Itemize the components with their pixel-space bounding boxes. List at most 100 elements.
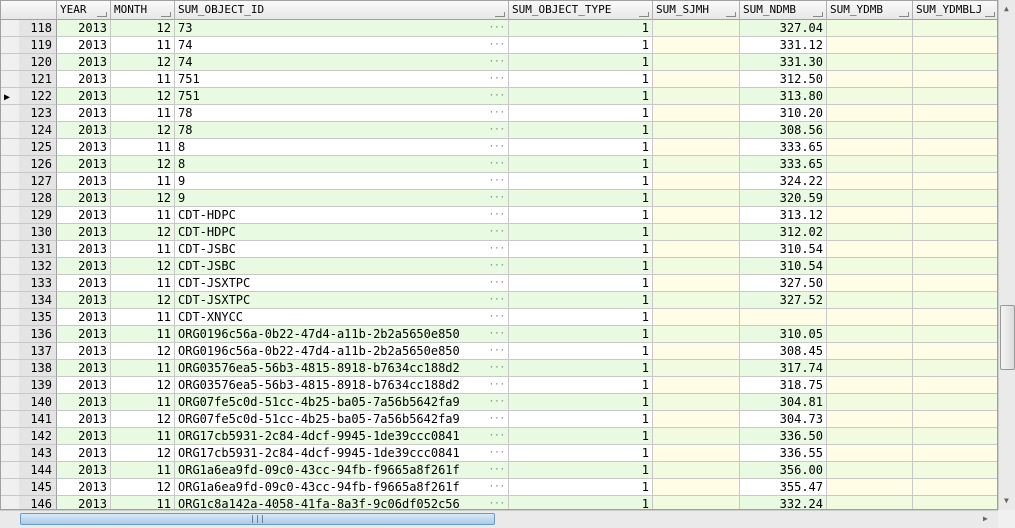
table-row[interactable]: 127 2013 11 9 ··· 1 324.22 — [1, 173, 997, 190]
cell-sum-ydmb[interactable] — [827, 88, 913, 105]
row-number[interactable]: 133 — [19, 275, 57, 292]
cell-sum-ydmblj[interactable] — [913, 309, 997, 326]
row-number[interactable]: 143 — [19, 445, 57, 462]
cell-month[interactable]: 12 — [111, 479, 175, 496]
cell-sum-ydmblj[interactable] — [913, 105, 997, 122]
cell-sum-sjmh[interactable] — [653, 156, 740, 173]
cell-sum-object-type[interactable]: 1 — [509, 241, 653, 258]
cell-month[interactable]: 11 — [111, 207, 175, 224]
cell-sum-ydmb[interactable] — [827, 326, 913, 343]
cell-sum-ydmb[interactable] — [827, 156, 913, 173]
table-row[interactable]: 128 2013 12 9 ··· 1 320.59 — [1, 190, 997, 207]
cell-year[interactable]: 2013 — [57, 173, 111, 190]
cell-sum-object-id[interactable]: ORG03576ea5-56b3-4815-8918-b7634cc188d2 ·… — [175, 377, 509, 394]
cell-month[interactable]: 11 — [111, 71, 175, 88]
ellipsis-icon[interactable]: ··· — [488, 278, 505, 288]
cell-sum-object-type[interactable]: 1 — [509, 496, 653, 509]
cell-sum-ydmb[interactable] — [827, 411, 913, 428]
row-number[interactable]: 126 — [19, 156, 57, 173]
cell-sum-object-id[interactable]: 751 ··· — [175, 88, 509, 105]
cell-sum-ydmb[interactable] — [827, 309, 913, 326]
column-header[interactable]: SUM_OBJECT_ID — [175, 1, 509, 20]
cell-sum-object-id[interactable]: ORG0196c56a-0b22-47d4-a11b-2b2a5650e850 ·… — [175, 343, 509, 360]
ellipsis-icon[interactable]: ··· — [488, 23, 505, 33]
arrow-right-icon[interactable]: ▶ — [983, 514, 988, 523]
cell-sum-ndmb[interactable]: 327.50 — [740, 275, 827, 292]
cell-sum-sjmh[interactable] — [653, 326, 740, 343]
cell-sum-ydmblj[interactable] — [913, 326, 997, 343]
cell-sum-object-type[interactable]: 1 — [509, 173, 653, 190]
row-number[interactable]: 128 — [19, 190, 57, 207]
cell-month[interactable]: 11 — [111, 394, 175, 411]
cell-year[interactable]: 2013 — [57, 190, 111, 207]
cell-sum-sjmh[interactable] — [653, 428, 740, 445]
ellipsis-icon[interactable]: ··· — [488, 74, 505, 84]
ellipsis-icon[interactable]: ··· — [488, 380, 505, 390]
row-number[interactable]: 132 — [19, 258, 57, 275]
cell-sum-ydmb[interactable] — [827, 394, 913, 411]
cell-sum-ydmb[interactable] — [827, 190, 913, 207]
table-row[interactable]: 120 2013 12 74 ··· 1 331.30 — [1, 54, 997, 71]
row-number[interactable]: 129 — [19, 207, 57, 224]
cell-year[interactable]: 2013 — [57, 88, 111, 105]
table-row[interactable]: 130 2013 12 CDT-HDPC ··· 1 312.02 — [1, 224, 997, 241]
row-number[interactable]: 131 — [19, 241, 57, 258]
cell-sum-object-id[interactable]: ORG1c8a142a-4058-41fa-8a3f-9c06df052c56 ·… — [175, 496, 509, 509]
cell-sum-ydmblj[interactable] — [913, 462, 997, 479]
cell-sum-object-id[interactable]: 78 ··· — [175, 122, 509, 139]
cell-sum-ydmb[interactable] — [827, 275, 913, 292]
ellipsis-icon[interactable]: ··· — [488, 244, 505, 254]
cell-month[interactable]: 12 — [111, 258, 175, 275]
cell-sum-ndmb[interactable]: 312.50 — [740, 71, 827, 88]
cell-year[interactable]: 2013 — [57, 71, 111, 88]
cell-sum-sjmh[interactable] — [653, 139, 740, 156]
column-header[interactable]: SUM_NDMB — [740, 1, 827, 20]
cell-year[interactable]: 2013 — [57, 428, 111, 445]
cell-sum-object-type[interactable]: 1 — [509, 292, 653, 309]
row-number[interactable]: 142 — [19, 428, 57, 445]
ellipsis-icon[interactable]: ··· — [488, 57, 505, 67]
cell-sum-ydmblj[interactable] — [913, 360, 997, 377]
cell-month[interactable]: 11 — [111, 428, 175, 445]
cell-sum-object-id[interactable]: CDT-JSBC ··· — [175, 241, 509, 258]
row-number[interactable]: 137 — [19, 343, 57, 360]
cell-sum-sjmh[interactable] — [653, 20, 740, 37]
cell-sum-ydmblj[interactable] — [913, 156, 997, 173]
table-row[interactable]: 123 2013 11 78 ··· 1 310.20 — [1, 105, 997, 122]
cell-sum-object-id[interactable]: 78 ··· — [175, 105, 509, 122]
cell-sum-object-type[interactable]: 1 — [509, 275, 653, 292]
row-number[interactable]: 135 — [19, 309, 57, 326]
cell-year[interactable]: 2013 — [57, 156, 111, 173]
cell-year[interactable]: 2013 — [57, 343, 111, 360]
cell-sum-object-type[interactable]: 1 — [509, 377, 653, 394]
cell-sum-ydmblj[interactable] — [913, 343, 997, 360]
cell-sum-object-id[interactable]: ORG17cb5931-2c84-4dcf-9945-1de39ccc0841 ·… — [175, 428, 509, 445]
cell-sum-object-type[interactable]: 1 — [509, 88, 653, 105]
row-number[interactable]: 134 — [19, 292, 57, 309]
cell-year[interactable]: 2013 — [57, 411, 111, 428]
cell-sum-sjmh[interactable] — [653, 105, 740, 122]
cell-sum-ndmb[interactable]: 331.30 — [740, 54, 827, 71]
cell-sum-ndmb[interactable] — [740, 309, 827, 326]
cell-sum-ydmb[interactable] — [827, 20, 913, 37]
cell-sum-ydmb[interactable] — [827, 360, 913, 377]
cell-year[interactable]: 2013 — [57, 445, 111, 462]
row-number[interactable]: 140 — [19, 394, 57, 411]
cell-month[interactable]: 11 — [111, 275, 175, 292]
cell-sum-ndmb[interactable]: 304.73 — [740, 411, 827, 428]
row-number[interactable]: 123 — [19, 105, 57, 122]
row-number[interactable]: 146 — [19, 496, 57, 509]
cell-year[interactable]: 2013 — [57, 241, 111, 258]
cell-sum-sjmh[interactable] — [653, 224, 740, 241]
table-row[interactable]: 138 2013 11 ORG03576ea5-56b3-4815-8918-b763… — [1, 360, 997, 377]
cell-sum-object-type[interactable]: 1 — [509, 428, 653, 445]
cell-year[interactable]: 2013 — [57, 275, 111, 292]
cell-month[interactable]: 11 — [111, 37, 175, 54]
table-row[interactable]: 140 2013 11 ORG07fe5c0d-51cc-4b25-ba05-7a56… — [1, 394, 997, 411]
cell-sum-ydmblj[interactable] — [913, 411, 997, 428]
table-row[interactable]: 144 2013 11 ORG1a6ea9fd-09c0-43cc-94fb-f966… — [1, 462, 997, 479]
ellipsis-icon[interactable]: ··· — [488, 499, 505, 509]
cell-sum-object-id[interactable]: CDT-JSBC ··· — [175, 258, 509, 275]
cell-sum-ydmb[interactable] — [827, 258, 913, 275]
row-number[interactable]: 144 — [19, 462, 57, 479]
